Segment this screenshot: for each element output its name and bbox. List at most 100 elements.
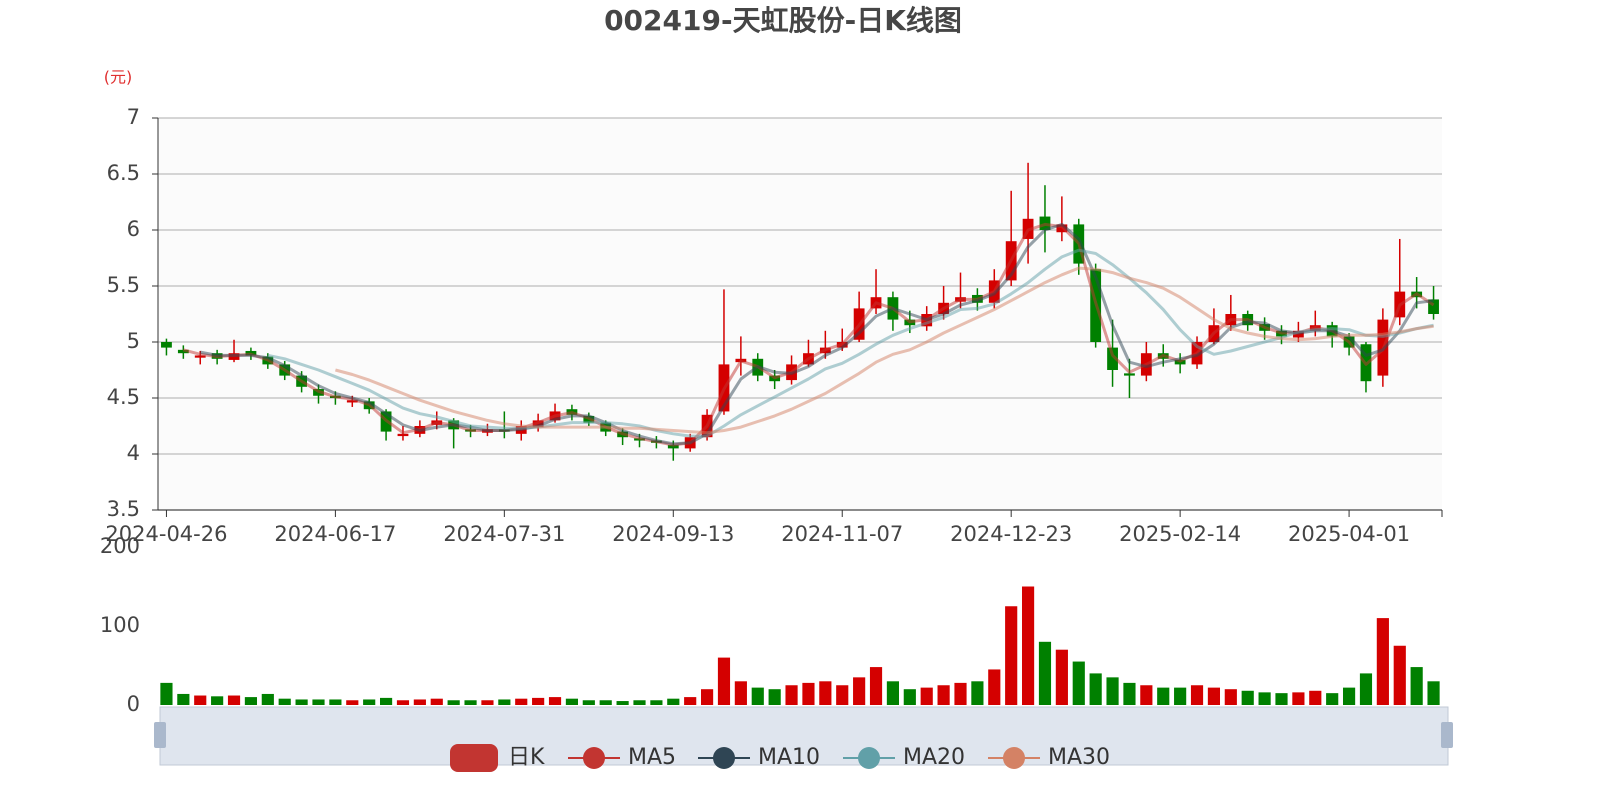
volume-bar	[853, 677, 866, 705]
ma-line	[335, 266, 1434, 435]
volume-bar	[329, 699, 342, 705]
legend-label: MA20	[903, 745, 965, 770]
x-tick-label: 2025-02-14	[1119, 522, 1241, 546]
volume-bar	[1140, 685, 1153, 705]
volume-bar	[920, 687, 933, 705]
volume-bar	[1427, 681, 1440, 705]
x-tick-label: 2024-12-23	[950, 522, 1072, 546]
volume-bar	[582, 700, 595, 705]
volume-bar	[667, 698, 680, 705]
ma-line	[199, 222, 1434, 446]
volume-bar	[413, 699, 426, 705]
volume-bar	[396, 700, 410, 705]
candle-body	[161, 342, 172, 348]
x-tick-label: 2025-04-01	[1288, 522, 1410, 546]
volume-bar	[548, 697, 562, 705]
volume-bar	[1106, 677, 1119, 705]
volume-bar	[244, 697, 258, 705]
candle-body	[194, 355, 206, 358]
zoom-handle-left[interactable]	[154, 722, 166, 748]
legend-label: 日K	[508, 745, 545, 770]
volume-bar	[700, 689, 714, 705]
candle-body	[397, 433, 409, 437]
volume-bar	[1123, 682, 1136, 705]
x-tick-label: 2024-11-07	[781, 522, 903, 546]
plot: 3.5 4 4.5 5 5.5 6 6.5 7 2024-04-26 2024-06-17 2024…	[100, 105, 1443, 716]
y-tick-label: 7	[127, 105, 140, 129]
y-tick-label: 5	[127, 329, 140, 353]
volume-bar	[1342, 687, 1356, 705]
volume-bar	[802, 682, 815, 705]
volume-bar	[1241, 690, 1254, 705]
legend-icon	[1003, 747, 1025, 769]
volume-bar	[227, 695, 241, 705]
legend-label: MA30	[1048, 745, 1110, 770]
volume-bar	[633, 700, 646, 705]
y-tick-label: 6.5	[107, 161, 140, 185]
candle-body	[1107, 347, 1118, 370]
volume-bar	[379, 697, 393, 705]
x-tick-label: 2024-07-31	[443, 522, 565, 546]
volume-bar	[1376, 618, 1389, 705]
volume-bar	[481, 700, 494, 705]
volume-bar	[599, 700, 612, 705]
volume-bar	[160, 682, 173, 705]
volume-bar	[295, 699, 308, 705]
legend-icon	[450, 744, 498, 772]
volume-bar	[734, 681, 747, 705]
volume-bar	[1326, 693, 1339, 705]
candle-body	[177, 349, 189, 354]
volume-bar	[177, 693, 190, 705]
volume-bar	[194, 695, 207, 705]
volume-bar	[498, 699, 511, 705]
volume-bar	[954, 682, 967, 705]
volume-bar	[971, 681, 984, 705]
volume-bar	[785, 685, 798, 705]
legend-icon	[583, 747, 605, 769]
volume-bar	[261, 693, 274, 705]
candle-body	[667, 445, 679, 449]
volume-tick-label: 200	[100, 534, 140, 558]
volume-bar	[1038, 641, 1052, 705]
volume-bar	[363, 699, 376, 705]
legend-label: MA5	[628, 745, 676, 770]
volume-tick-label: 100	[100, 613, 140, 637]
volume-bar	[988, 669, 1001, 705]
y-tick-label: 6	[127, 217, 140, 241]
volume-bar	[650, 700, 663, 705]
y-tick-label: 3.5	[107, 497, 140, 521]
volume-bar	[616, 701, 629, 705]
volume-bar	[937, 685, 950, 705]
volume-bar	[684, 697, 697, 705]
volume-bar	[1393, 645, 1406, 705]
y-tick-label: 4	[127, 441, 140, 465]
legend-icon	[858, 747, 880, 769]
volume-bar	[836, 685, 849, 705]
volume-bar	[1224, 689, 1237, 705]
volume-bar	[1190, 685, 1204, 705]
volume-bar	[1072, 661, 1085, 705]
candle-body	[346, 400, 358, 403]
chart-title: 002419-天虹股份-日K线图	[604, 4, 962, 37]
x-tick-label: 2024-06-17	[274, 522, 396, 546]
volume-bar	[1174, 687, 1187, 705]
candle-body	[1124, 373, 1135, 376]
volume-bar	[1309, 690, 1322, 705]
volume-bar	[447, 700, 460, 705]
volume-bar	[1258, 692, 1271, 705]
volume-bar	[565, 698, 579, 705]
data-zoom-slider[interactable]	[159, 706, 1449, 766]
volume-tick-label: 0	[127, 692, 140, 716]
volume-bar	[717, 657, 731, 705]
volume-bar	[278, 698, 291, 705]
volume-bar	[1275, 693, 1288, 705]
volume-bar	[903, 689, 916, 705]
volume-bar	[1005, 606, 1018, 705]
x-tick-label: 2024-09-13	[612, 522, 734, 546]
zoom-handle-right[interactable]	[1441, 722, 1453, 748]
volume-bar	[886, 681, 900, 705]
ma-line	[267, 248, 1434, 438]
volume-bar	[312, 699, 325, 705]
volume-bar	[1410, 667, 1423, 705]
